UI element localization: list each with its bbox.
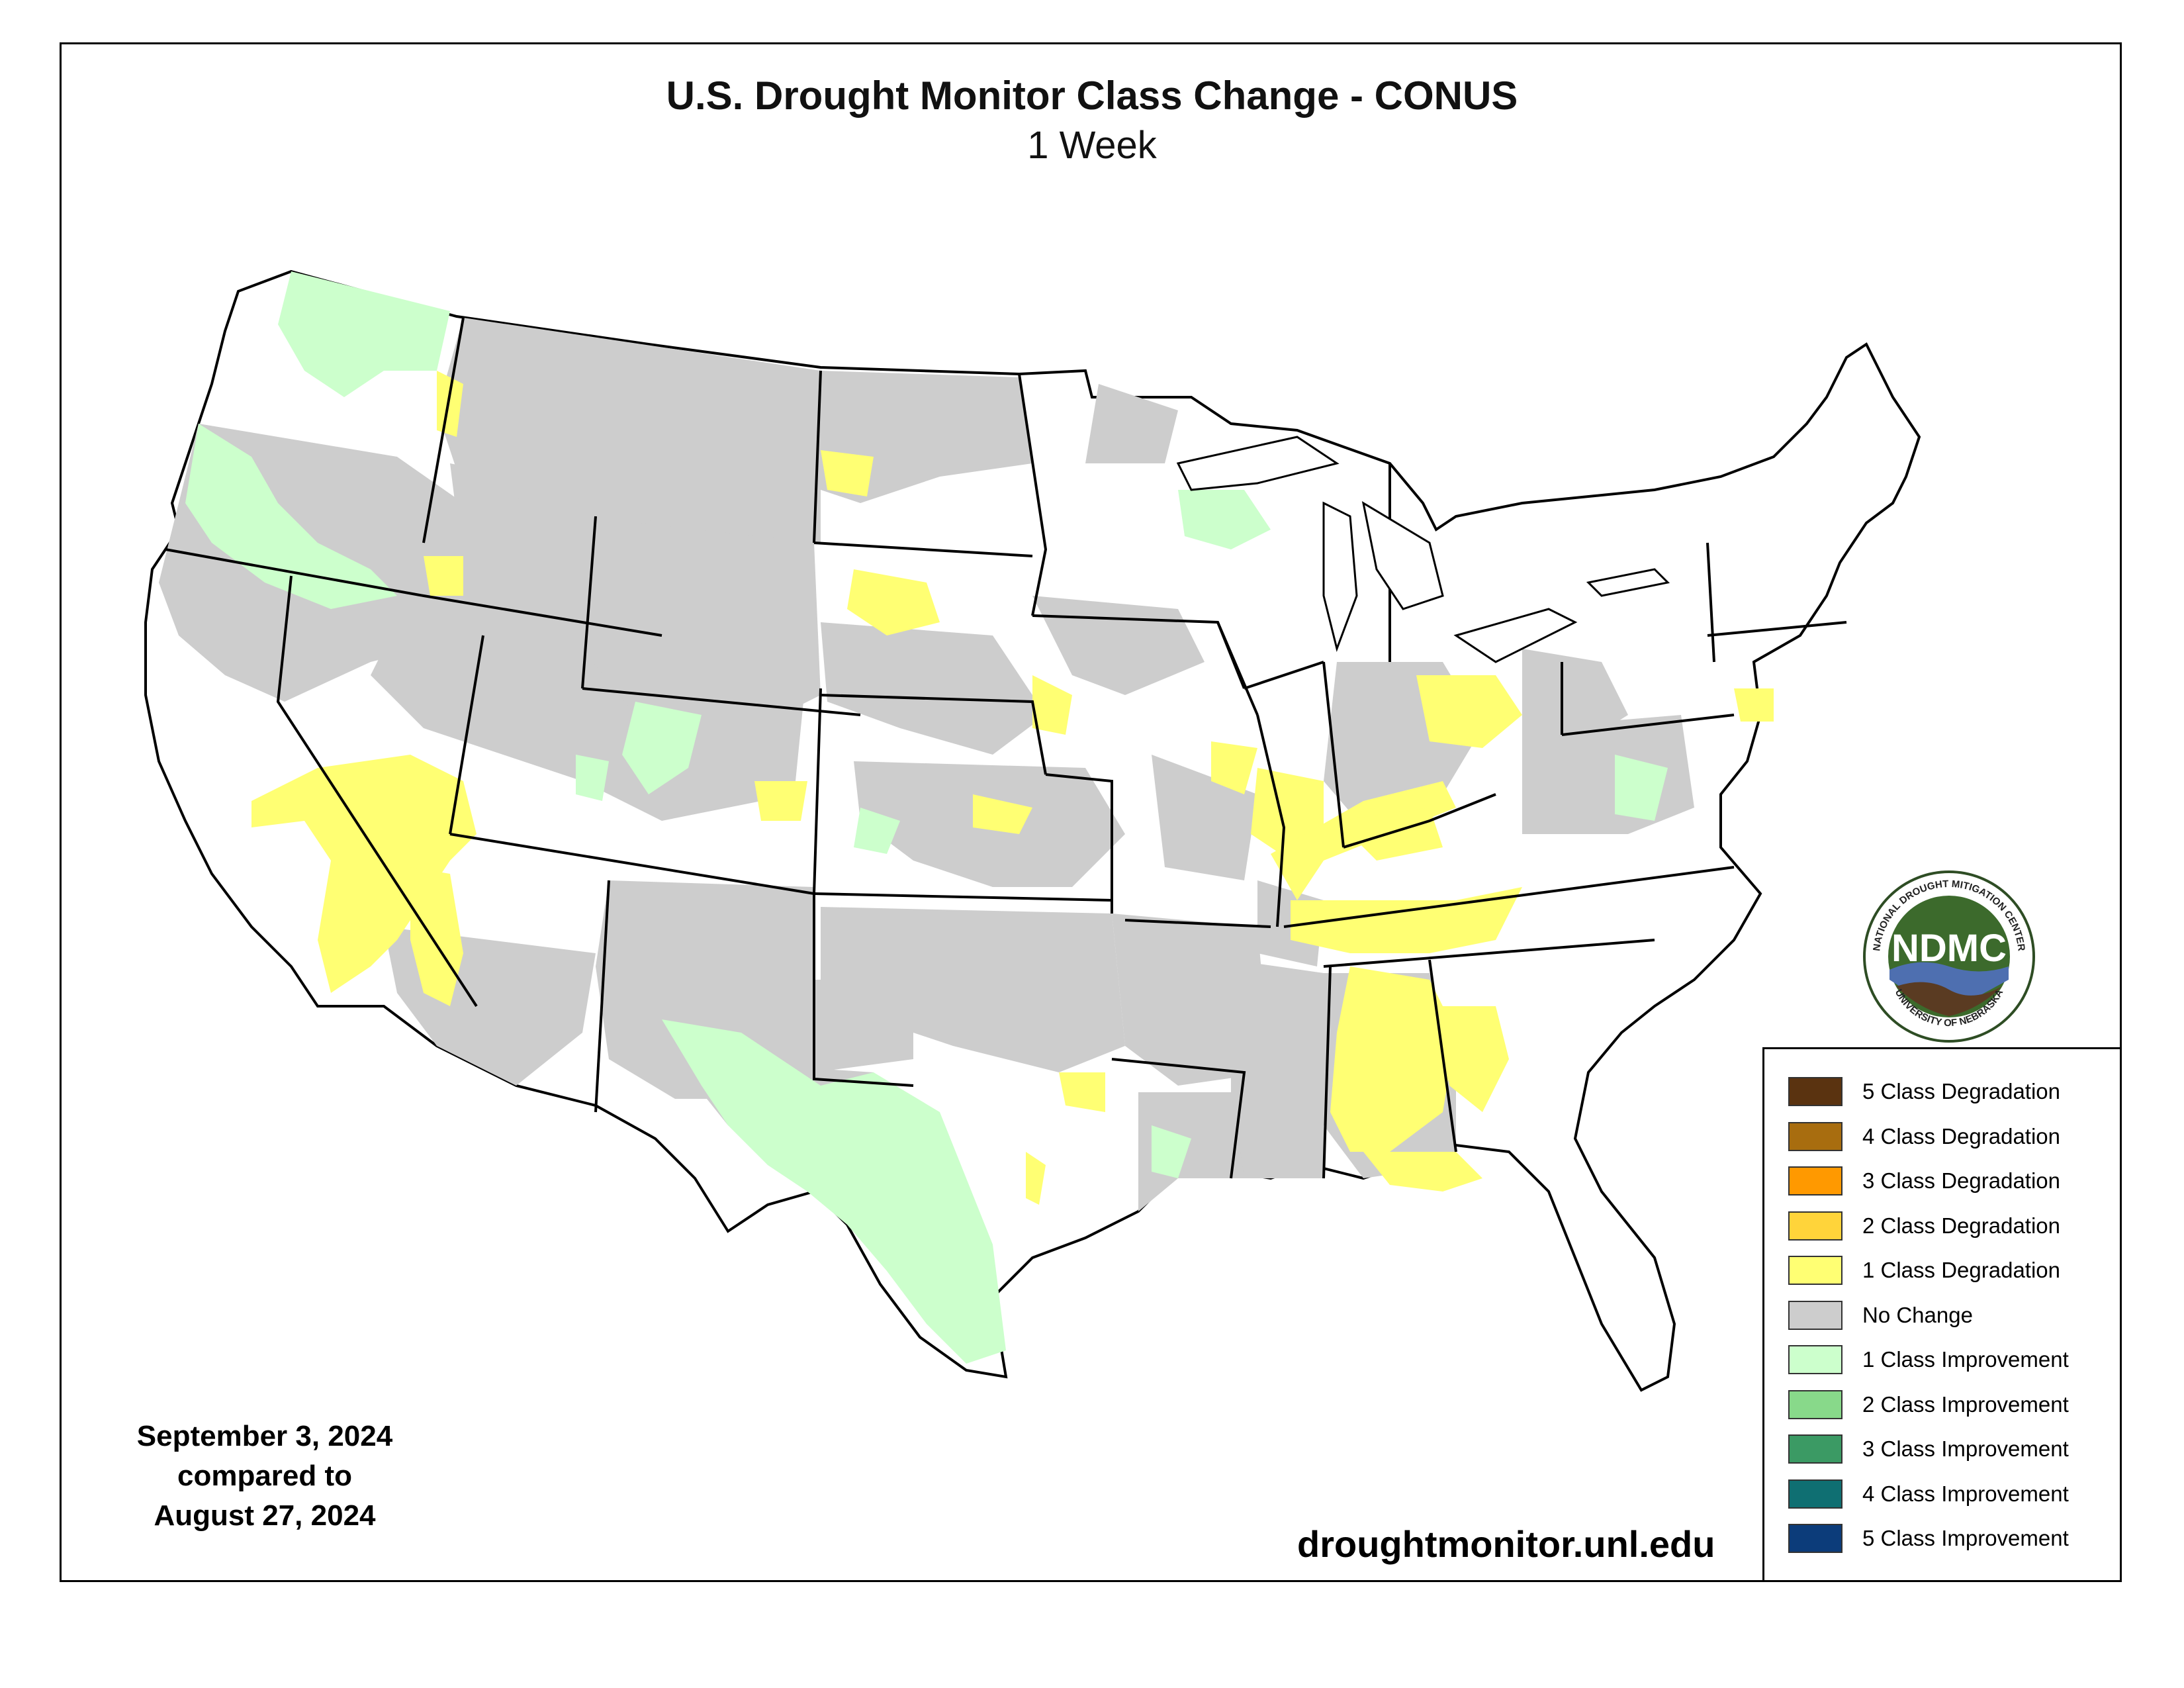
ndmc-logo: NDMC NATIONAL DROUGHT MITIGATION CENTER … <box>1863 870 2035 1043</box>
legend-item: No Change <box>1788 1297 1973 1334</box>
legend-item: 4 Class Degradation <box>1788 1118 2060 1155</box>
date-block: September 3, 2024 compared to August 27,… <box>99 1417 430 1536</box>
great-lakes <box>1176 436 1670 663</box>
legend-label: 5 Class Improvement <box>1862 1526 2069 1550</box>
legend-label: 3 Class Improvement <box>1862 1436 2069 1461</box>
legend-item: 1 Class Degradation <box>1788 1252 2060 1289</box>
legend-swatch <box>1788 1479 1843 1509</box>
legend-item: 5 Class Degradation <box>1788 1073 2060 1110</box>
legend-item: 3 Class Improvement <box>1788 1430 2069 1468</box>
legend-swatch <box>1788 1389 1843 1419</box>
legend-label: No Change <box>1862 1302 1973 1327</box>
map-subtitle: 1 Week <box>1027 124 1157 167</box>
legend-swatch <box>1788 1211 1843 1241</box>
legend-swatch <box>1788 1077 1843 1106</box>
legend-item: 4 Class Improvement <box>1788 1476 2069 1513</box>
legend-swatch <box>1788 1300 1843 1330</box>
date-compared-to: compared to <box>177 1460 353 1492</box>
legend-item: 2 Class Improvement <box>1788 1386 2069 1423</box>
legend-label: 1 Class Degradation <box>1862 1258 2060 1282</box>
logo-acronym: NDMC <box>1891 927 2007 970</box>
legend-label: 4 Class Improvement <box>1862 1481 2069 1506</box>
legend-item: 2 Class Degradation <box>1788 1207 2060 1244</box>
legend: 5 Class Degradation 4 Class Degradation 3 … <box>1762 1047 2122 1582</box>
legend-swatch <box>1788 1166 1843 1196</box>
legend-label: 1 Class Improvement <box>1862 1347 2069 1372</box>
legend-swatch <box>1788 1524 1843 1553</box>
legend-label: 2 Class Degradation <box>1862 1213 2060 1238</box>
legend-swatch <box>1788 1345 1843 1374</box>
legend-label: 2 Class Improvement <box>1862 1391 2069 1417</box>
map-title: U.S. Drought Monitor Class Change - CONU… <box>666 73 1518 118</box>
legend-label: 4 Class Degradation <box>1862 1123 2060 1149</box>
state-boundaries <box>165 317 1847 1179</box>
website-url[interactable]: droughtmonitor.unl.edu <box>1297 1523 1715 1565</box>
date-previous: August 27, 2024 <box>154 1499 376 1532</box>
legend-label: 5 Class Degradation <box>1862 1079 2060 1103</box>
legend-item: 1 Class Improvement <box>1788 1341 2069 1378</box>
legend-item: 3 Class Degradation <box>1788 1162 2060 1199</box>
legend-swatch <box>1788 1434 1843 1464</box>
legend-label: 3 Class Degradation <box>1862 1168 2060 1193</box>
legend-swatch <box>1788 1121 1843 1151</box>
legend-swatch <box>1788 1256 1843 1285</box>
legend-item: 5 Class Improvement <box>1788 1520 2069 1557</box>
date-current: September 3, 2024 <box>136 1420 393 1452</box>
